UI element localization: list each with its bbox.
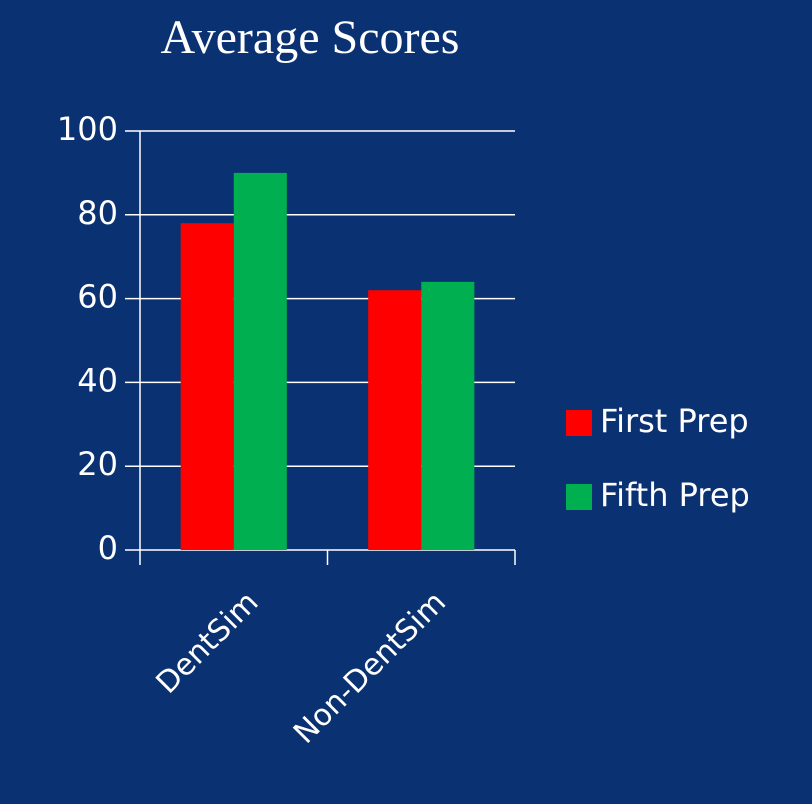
y-tick-label: 20 [77,445,118,483]
x-tick-label: DentSim [149,585,265,701]
legend-swatch [566,410,592,436]
legend-label: Fifth Prep [600,476,750,514]
bar [233,172,287,550]
bar [368,290,422,550]
y-tick-label: 100 [57,110,118,148]
x-tick-label: Non-DentSim [287,585,453,751]
bar [421,281,475,550]
legend-label: First Prep [600,402,749,440]
bar [180,223,234,550]
y-tick-label: 0 [98,529,118,567]
y-tick-label: 80 [77,194,118,232]
chart-title: Average Scores [161,11,460,64]
y-tick-label: 60 [77,278,118,316]
y-tick-label: 40 [77,361,118,399]
legend-swatch [566,484,592,510]
